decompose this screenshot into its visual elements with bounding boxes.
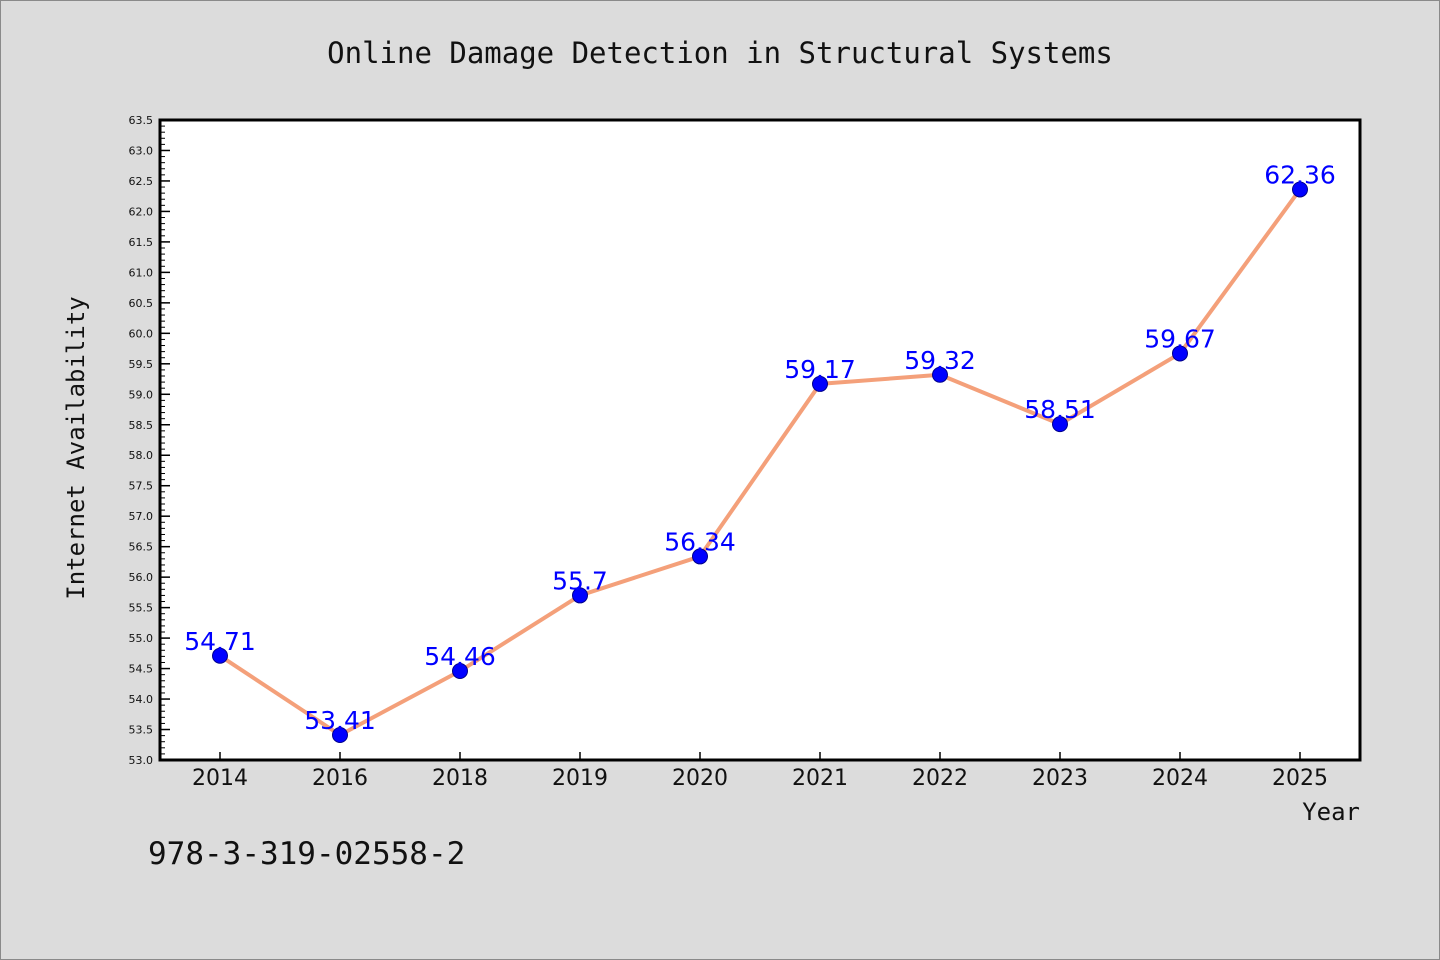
chart-title: Online Damage Detection in Structural Sy… (327, 36, 1113, 70)
y-tick-label: 59.5 (129, 358, 154, 371)
markers-group (212, 181, 1308, 744)
data-point (332, 727, 348, 744)
data-point (452, 663, 468, 680)
data-label: 59.32 (904, 346, 976, 375)
data-label: 58.51 (1024, 395, 1096, 424)
x-tick-label: 2023 (1032, 766, 1088, 791)
data-point (692, 548, 708, 565)
x-tick-label: 2014 (192, 766, 248, 791)
x-tick-label: 2020 (672, 766, 728, 791)
x-tick-label: 2025 (1272, 766, 1328, 791)
plot-area (158, 118, 1362, 762)
y-tick-label: 63.0 (129, 144, 154, 157)
data-point (1292, 181, 1308, 198)
data-label: 54.46 (424, 642, 496, 671)
y-tick-label: 58.5 (129, 419, 154, 432)
y-tick-label: 56.5 (129, 541, 154, 554)
y-tick-label: 62.5 (129, 175, 154, 188)
y-axis: 53.0 53.5 54.0 54.5 55.0 55.5 56.0 56.5 57.0 57.5… (129, 114, 170, 767)
y-tick-label: 61.5 (129, 236, 154, 249)
x-tick-label: 2018 (432, 766, 488, 791)
y-tick-label: 55.0 (129, 632, 154, 645)
y-tick-label: 60.0 (129, 327, 154, 340)
x-tick-label: 2016 (312, 766, 368, 791)
data-label: 59.17 (784, 355, 856, 384)
y-tick-label: 54.0 (129, 693, 154, 706)
series-line (218, 188, 1302, 738)
y-tick-label: 53.0 (129, 754, 154, 767)
data-label: 53.41 (304, 706, 376, 735)
data-point (812, 375, 828, 392)
y-tick-label: 59.0 (129, 388, 154, 401)
data-label: 56.34 (664, 527, 736, 556)
y-tick-label: 55.5 (129, 602, 154, 615)
x-tick-label: 2024 (1152, 766, 1208, 791)
data-point (212, 647, 228, 664)
y-tick-label: 63.5 (129, 114, 154, 127)
x-tick-label: 2021 (792, 766, 848, 791)
data-point (932, 366, 948, 383)
data-labels-group: 54.71 53.41 54.46 55.7 56.34 59.17 59.32 58.51 5… (184, 160, 1336, 735)
x-tick-label: 2019 (552, 766, 608, 791)
data-label: 54.71 (184, 627, 256, 656)
x-axis-label: Year (1302, 798, 1360, 826)
y-axis-label: Internet Availability (62, 296, 90, 599)
x-axis: 2014 2016 2018 2019 2020 2021 2022 2023 2024 2025 (192, 752, 1328, 791)
data-point (572, 587, 588, 604)
data-point (1052, 416, 1068, 433)
y-tick-label: 60.5 (129, 297, 154, 310)
data-label: 55.7 (552, 566, 608, 595)
y-tick-label: 58.0 (129, 449, 154, 462)
y-tick-label: 53.5 (129, 724, 154, 737)
data-label: 62.36 (1264, 160, 1336, 189)
y-tick-label: 62.0 (129, 205, 154, 218)
series-line-group (218, 188, 1302, 738)
y-tick-label: 57.5 (129, 480, 154, 493)
data-point (1172, 345, 1188, 362)
x-tick-label: 2022 (912, 766, 968, 791)
y-tick-label: 54.5 (129, 663, 154, 676)
y-tick-label: 61.0 (129, 266, 154, 279)
data-label: 59.67 (1144, 324, 1216, 353)
isbn-text: 978-3-319-02558-2 (148, 836, 465, 872)
y-tick-label: 56.0 (129, 571, 154, 584)
y-tick-label: 57.0 (129, 510, 154, 523)
